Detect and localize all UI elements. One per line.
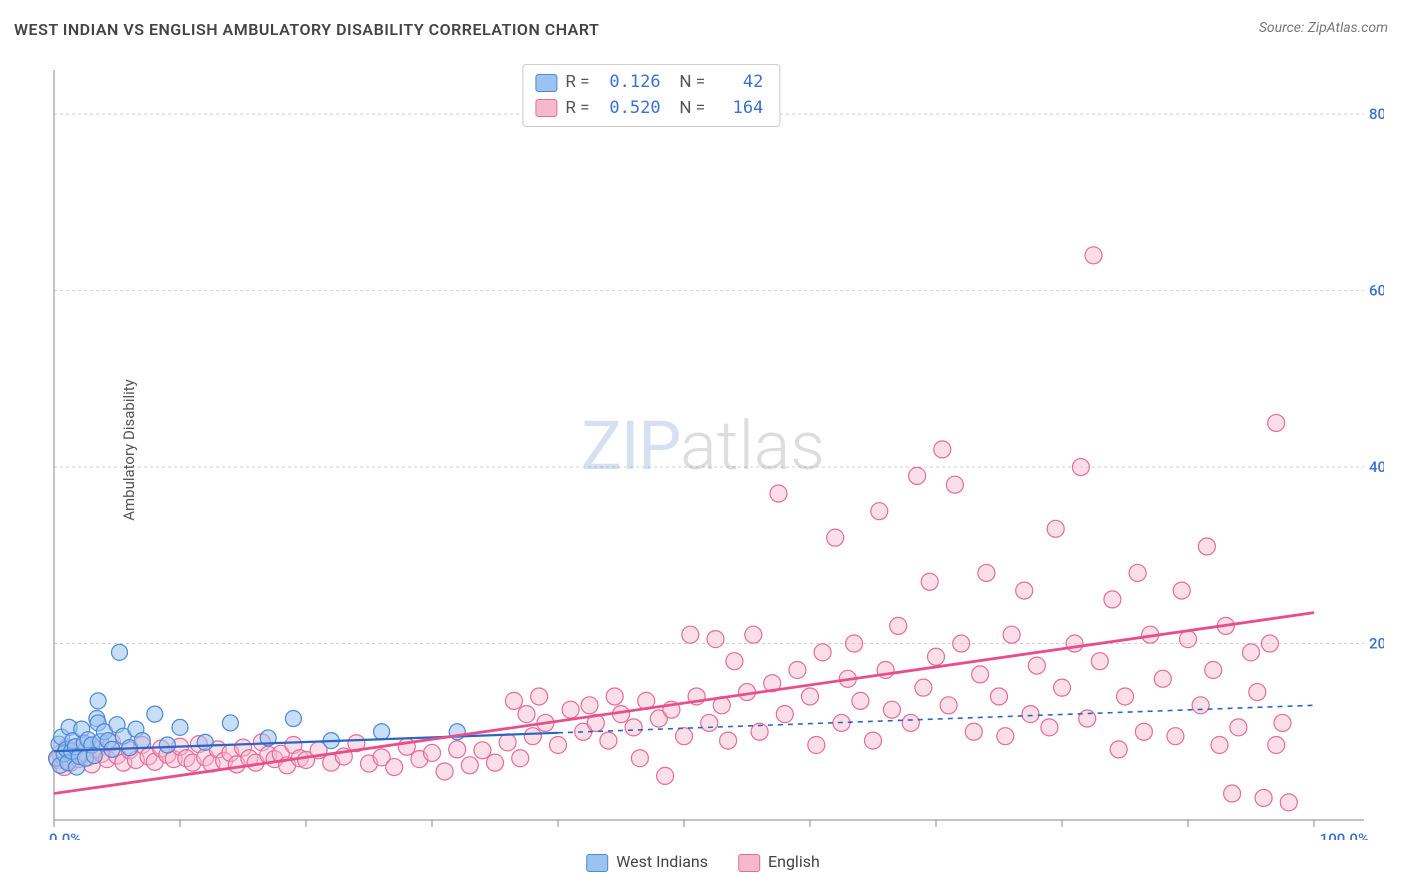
legend-swatch: [586, 854, 608, 872]
n-value: 164: [723, 96, 763, 122]
r-label: R =: [565, 96, 601, 122]
source-name: ZipAtlas.com: [1308, 20, 1388, 36]
chart-title: WEST INDIAN VS ENGLISH AMBULATORY DISABI…: [14, 20, 599, 39]
r-value: 0.520: [609, 96, 671, 122]
svg-text:0.0%: 0.0%: [49, 830, 81, 840]
series-legend: West Indians English: [586, 852, 820, 872]
svg-text:20.0%: 20.0%: [1369, 635, 1384, 653]
legend-swatch: [535, 99, 557, 117]
legend-label: English: [768, 852, 820, 871]
legend-item: West Indians: [586, 852, 708, 872]
legend-stat-row: R = 0.126 N = 42: [535, 70, 763, 96]
svg-text:40.0%: 40.0%: [1369, 458, 1384, 476]
n-label: N =: [679, 70, 715, 96]
n-label: N =: [679, 96, 715, 122]
svg-text:60.0%: 60.0%: [1369, 282, 1384, 300]
y-axis-label: Ambulatory Disability: [120, 379, 138, 521]
source-attribution: Source: ZipAtlas.com: [1259, 20, 1388, 36]
r-value: 0.126: [609, 70, 671, 96]
svg-text:100.0%: 100.0%: [1320, 830, 1369, 840]
scatter-chart: 20.0% 40.0% 60.0% 80.0% 0.0% 100.0%: [44, 60, 1384, 840]
legend-swatch: [738, 854, 760, 872]
legend-swatch: [535, 74, 557, 92]
legend-stat-row: R = 0.520 N = 164: [535, 96, 763, 122]
svg-text:80.0%: 80.0%: [1369, 105, 1384, 123]
correlation-legend: R = 0.126 N = 42 R = 0.520 N = 164: [522, 64, 780, 127]
chart-area: Ambulatory Disability 20.0% 40.0% 60.0% 80.…: [44, 60, 1384, 840]
source-prefix: Source:: [1259, 20, 1308, 36]
legend-item: English: [738, 852, 820, 872]
r-label: R =: [565, 70, 601, 96]
n-value: 42: [723, 70, 763, 96]
legend-label: West Indians: [616, 852, 708, 871]
